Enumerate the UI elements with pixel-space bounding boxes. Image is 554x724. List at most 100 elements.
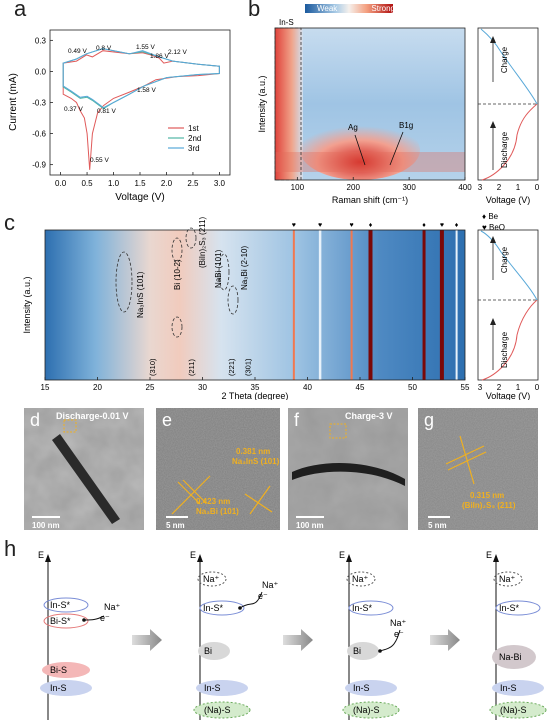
stage-3: E Na⁺ In-S* Bi In-S (Na)-S Na⁺ e⁻ — [339, 550, 407, 720]
c-ylabel: Intensity (a.u.) — [22, 276, 32, 333]
h2-ins-star: In-S* — [203, 603, 224, 613]
colorbar-strong: Strong — [371, 4, 395, 13]
c-side-tick: 0 — [535, 383, 540, 392]
c-label-na3ins: Na₃InS (101) — [136, 271, 145, 318]
cv-annotation: 0.8 V — [96, 45, 112, 52]
cv-annotation: 1.58 V — [137, 87, 156, 94]
a-xtick-label: 2.5 — [187, 179, 199, 188]
h4-ins-star: In-S* — [499, 603, 520, 613]
h3-axis: E — [339, 550, 345, 560]
xrd-hkl-label: (301) — [244, 358, 253, 376]
peak-b1g: B1g — [399, 121, 413, 130]
d-scale: 100 nm — [32, 521, 60, 530]
h2-na: Na⁺ — [262, 580, 279, 590]
xrd-phase-marker: ♥ — [440, 222, 444, 229]
b-xtick-label: 200 — [347, 183, 361, 192]
h1-e: e⁻ — [100, 613, 110, 623]
h1-bis-star: Bi-S* — [50, 616, 71, 626]
xrd-phase-marker: ♦ — [422, 222, 426, 229]
a-xtick-label: 2.0 — [161, 179, 173, 188]
b-xtick-label: 300 — [402, 183, 416, 192]
panel-letter-c: c — [4, 210, 15, 235]
c-xtick-label: 25 — [146, 383, 155, 392]
a-xtick-label: 3.0 — [214, 179, 226, 188]
cv-annotation: 0.55 V — [90, 157, 109, 164]
xrd-phase-marker: ♥ — [318, 222, 322, 229]
a-ytick-label: 0.0 — [35, 67, 47, 76]
stage-2: E Na⁺ In-S* Bi In-S (Na)-S Na⁺ e⁻ — [190, 550, 279, 720]
b-xtick-label: 100 — [291, 183, 305, 192]
xrd-hkl-label: (310) — [148, 358, 157, 376]
panel-letter-a: a — [14, 0, 27, 21]
e-text3: 0.423 nm — [196, 497, 230, 506]
b-charge: Charge — [500, 46, 509, 73]
xrd-peak-line — [350, 230, 353, 380]
a-xlabel: Voltage (V) — [115, 192, 164, 203]
h1-ins: In-S — [50, 683, 67, 693]
a-xtick-label: 0.0 — [55, 179, 67, 188]
c-label-nabi: NaBi (101) — [214, 249, 223, 288]
c-xtick-label: 50 — [408, 383, 417, 392]
xrd-phase-marker: ♦ — [369, 222, 373, 229]
f-letter: f — [294, 410, 300, 430]
b-xtick-label: 400 — [458, 183, 472, 192]
tem-e: e 0.381 nm Na₃InS (101) 0.423 nm Na₃Bi (… — [156, 408, 280, 530]
cv-series-3rd — [62, 48, 220, 109]
cv-annotation: 1.55 V — [136, 44, 155, 51]
cv-annotation: 0.37 V — [64, 106, 83, 113]
b-side-tick: 1 — [516, 183, 521, 192]
tem-d: d Discharge-0.01 V 100 nm — [24, 408, 144, 530]
a-xtick-label: 1.0 — [108, 179, 120, 188]
c-label-na3bi: Na₃Bi (2-10) — [240, 246, 249, 290]
h4-nas: (Na)-S — [500, 705, 527, 715]
xrd-peak-line — [318, 230, 322, 380]
f-title: Charge-3 V — [345, 411, 393, 421]
e-text1: 0.381 nm — [236, 447, 270, 456]
b-discharge: Discharge — [500, 131, 509, 168]
stage-4: E Na⁺ In-S* Na-Bi In-S (Na)-S — [486, 550, 547, 720]
c-xtick-label: 40 — [303, 383, 312, 392]
g-text2: (BiIn)₂S₃ (211) — [462, 501, 516, 510]
xrd-hkl-label: (221) — [227, 358, 236, 376]
xrd-peak-line — [422, 230, 426, 380]
c-label-biin2s3: (BiIn)₂S₃ (211) — [198, 217, 207, 268]
e-text4: Na₃Bi (101) — [196, 507, 239, 516]
c-side-tick: 1 — [516, 383, 521, 392]
h4-ins: In-S — [500, 683, 517, 693]
xrd-hkl-label: (211) — [187, 359, 196, 376]
h2-nas: (Na)-S — [204, 705, 231, 715]
cv-annotation: 2.12 V — [168, 49, 187, 56]
d-letter: d — [30, 410, 40, 430]
in-s-box-label: In-S — [279, 18, 294, 27]
b-ylabel: Intensity (a.u.) — [257, 75, 267, 132]
c-xtick-label: 30 — [198, 383, 207, 392]
xrd-phase-marker: ♦ — [455, 222, 459, 229]
peak-ag: Ag — [348, 123, 358, 132]
cv-annotation: 0.49 V — [68, 48, 87, 55]
c-side-tick: 2 — [497, 383, 502, 392]
a-ylabel: Current (mA) — [8, 73, 19, 131]
panel-letter-h: h — [4, 536, 17, 561]
a-xtick-label: 1.5 — [134, 179, 146, 188]
h2-bi: Bi — [204, 646, 212, 656]
c-xtick-label: 45 — [356, 383, 365, 392]
c-discharge: Discharge — [500, 331, 509, 368]
h4-na-top: Na⁺ — [499, 574, 516, 584]
h3-bi: Bi — [353, 646, 361, 656]
g-text1: 0.315 nm — [470, 491, 504, 500]
b-side-tick: 2 — [497, 183, 502, 192]
raman-panel: Weak Strong In-S Ag B1g 100 200 300 400 Ram… — [257, 4, 540, 205]
h1-ins-star: In-S* — [50, 600, 71, 610]
c-xtick-label: 15 — [41, 383, 50, 392]
cv-series-1st — [62, 50, 220, 170]
a-ytick-label: -0.6 — [32, 130, 46, 139]
panel-letter-b: b — [248, 0, 261, 21]
h3-na: Na⁺ — [390, 618, 407, 628]
h4-nabi: Na-Bi — [499, 652, 522, 662]
f-scale: 100 nm — [296, 521, 324, 530]
h2-ins: In-S — [204, 683, 221, 693]
h2-e: e⁻ — [258, 591, 268, 601]
h3-ins: In-S — [353, 683, 370, 693]
g-scale: 5 nm — [428, 521, 447, 530]
c-xtick-label: 20 — [93, 383, 102, 392]
